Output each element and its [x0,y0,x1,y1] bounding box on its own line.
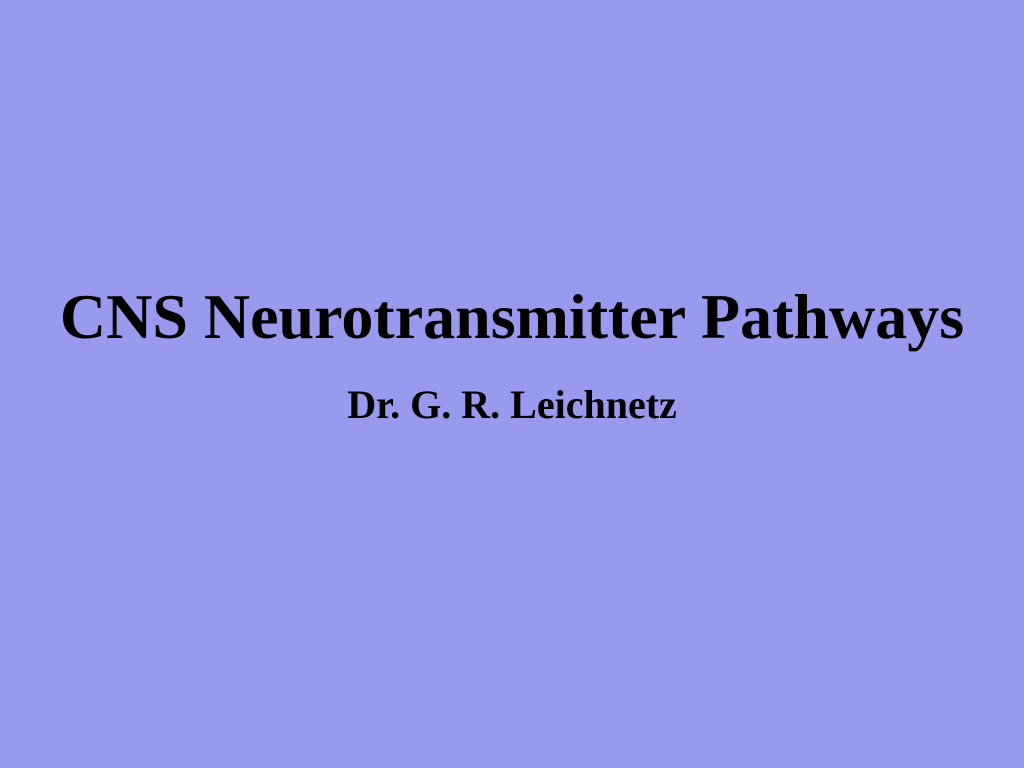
slide-subtitle: Dr. G. R. Leichnetz [0,381,1024,428]
slide-title: CNS Neurotransmitter Pathways [0,280,1024,354]
slide-container: CNS Neurotransmitter Pathways Dr. G. R. … [0,280,1024,429]
